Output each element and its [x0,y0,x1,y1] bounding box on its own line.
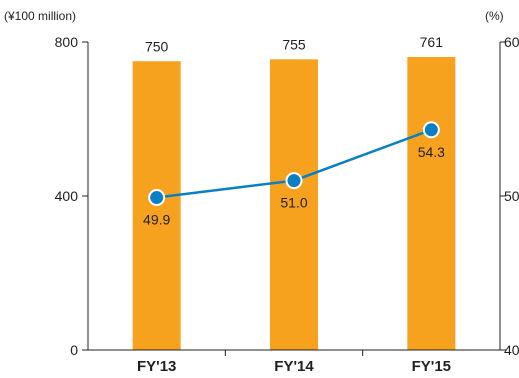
left-tick-label-2: 400 [55,188,79,204]
right-tick-label-1: 40 [504,342,519,358]
category-label-2: FY'14 [274,358,314,375]
left-tick-label-1: 0 [70,342,78,358]
left-axis-unit: (¥100 million) [4,9,76,23]
ratio-point-2 [285,172,303,190]
ratio-value-label-2: 51.0 [280,195,307,211]
bar-3 [407,57,456,350]
ratio-point-1 [148,189,166,207]
category-label-3: FY'15 [412,358,451,375]
bar-value-label-2: 755 [282,36,306,52]
right-axis-unit: (%) [485,9,504,23]
left-tick-label-3: 800 [55,34,79,50]
right-tick-label-2: 50 [504,188,519,204]
bar-value-label-3: 761 [420,34,444,50]
plot-area: 750 755 761 0 400 800 40 50 60 FY'13 FY'14 FY'15 49.… [55,34,519,375]
bar-value-label-1: 750 [145,38,169,54]
ratio-point-3 [422,121,440,139]
ratio-value-label-1: 49.9 [143,212,170,228]
bar-2 [270,59,318,350]
category-label-1: FY'13 [137,358,176,375]
right-tick-label-3: 60 [504,34,519,50]
ratio-value-label-3: 54.3 [418,144,445,160]
